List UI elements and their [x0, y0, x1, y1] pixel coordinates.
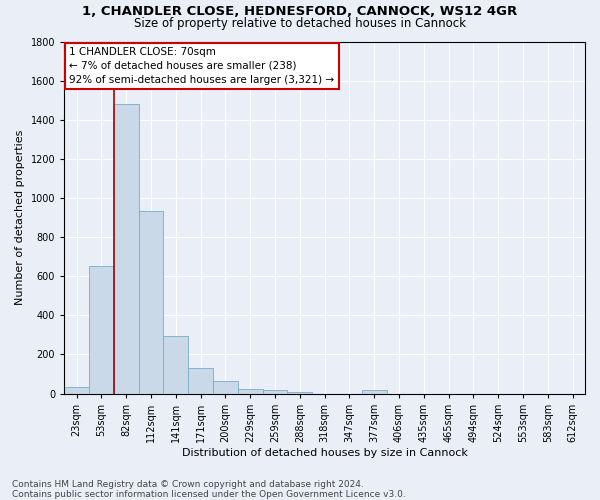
Bar — [188, 368, 213, 394]
Y-axis label: Number of detached properties: Number of detached properties — [15, 130, 25, 305]
Text: Contains HM Land Registry data © Crown copyright and database right 2024.
Contai: Contains HM Land Registry data © Crown c… — [12, 480, 406, 499]
Bar — [287, 392, 312, 394]
Bar — [362, 390, 386, 394]
Bar — [64, 386, 89, 394]
Bar — [163, 336, 188, 394]
X-axis label: Distribution of detached houses by size in Cannock: Distribution of detached houses by size … — [182, 448, 467, 458]
Bar — [213, 381, 238, 394]
Bar — [263, 390, 287, 394]
Bar — [238, 389, 263, 394]
Text: 1, CHANDLER CLOSE, HEDNESFORD, CANNOCK, WS12 4GR: 1, CHANDLER CLOSE, HEDNESFORD, CANNOCK, … — [82, 5, 518, 18]
Bar — [114, 104, 139, 394]
Text: Size of property relative to detached houses in Cannock: Size of property relative to detached ho… — [134, 18, 466, 30]
Bar — [89, 266, 114, 394]
Text: 1 CHANDLER CLOSE: 70sqm
← 7% of detached houses are smaller (238)
92% of semi-de: 1 CHANDLER CLOSE: 70sqm ← 7% of detached… — [70, 47, 335, 85]
Bar — [139, 210, 163, 394]
